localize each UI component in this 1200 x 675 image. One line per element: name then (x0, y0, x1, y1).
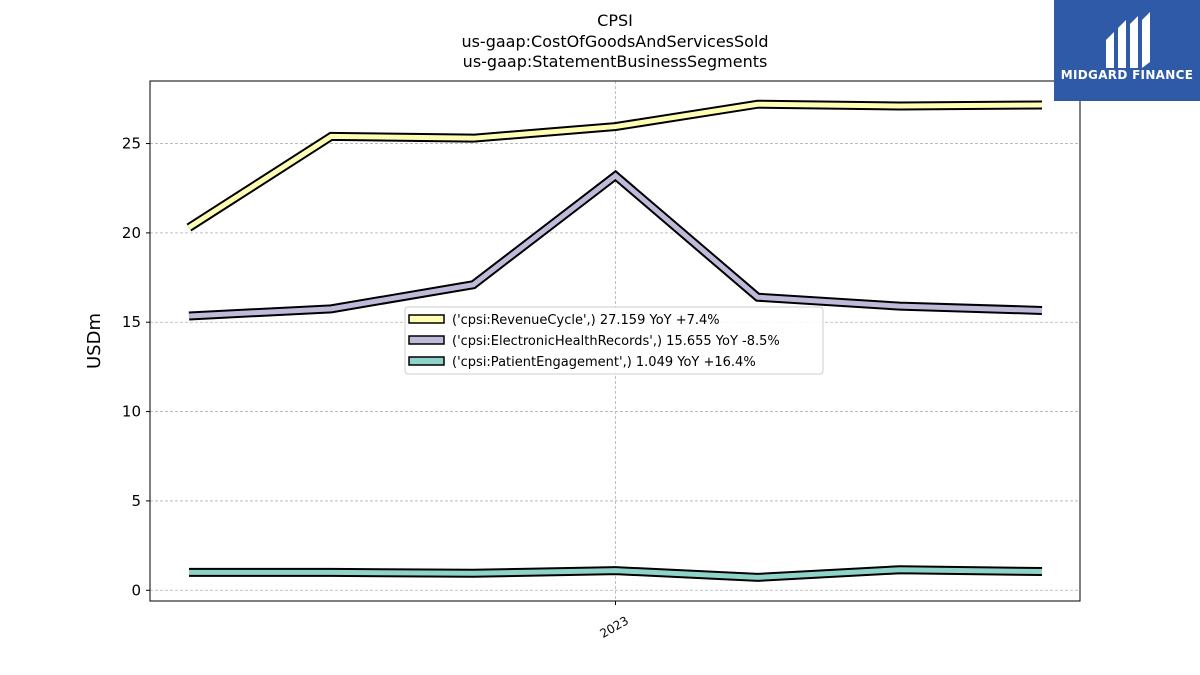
legend-entry-label: ('cpsi:ElectronicHealthRecords',) 15.655… (452, 334, 780, 349)
legend-swatch (408, 335, 445, 345)
series-outline-0 (186, 99, 1043, 232)
legend-swatch (408, 356, 445, 366)
legend-entry-label: ('cpsi:RevenueCycle',) 27.159 YoY +7.4% (452, 313, 720, 328)
legend: ('cpsi:RevenueCycle',) 27.159 YoY +7.4% (… (404, 306, 824, 375)
x-tick-label: 2023 (598, 613, 631, 640)
y-axis-label: USDm (84, 313, 105, 369)
y-tick-label: 10 (122, 403, 141, 421)
y-tick-label: 20 (122, 224, 141, 242)
logo-mark-icon (1106, 12, 1150, 68)
legend-entry-label: ('cpsi:PatientEngagement',) 1.049 YoY +1… (452, 355, 756, 370)
series-line-0 (187, 101, 1043, 230)
chart-title-line-2: us-gaap:CostOfGoodsAndServicesSold (461, 32, 769, 51)
chart-title-line-1: CPSI (597, 11, 633, 30)
logo-text: MIDGARD FINANCE (1060, 68, 1194, 82)
series-line-1 (188, 172, 1043, 319)
chart-title-line-3: us-gaap:StatementBusinessSegments (462, 52, 768, 71)
legend-swatch (408, 314, 445, 324)
y-tick-label: 25 (122, 135, 141, 153)
y-tick-label: 15 (122, 313, 141, 331)
y-tick-label: 5 (131, 492, 141, 510)
legend-box (404, 306, 824, 375)
brand-logo: MIDGARD FINANCE (1054, 0, 1200, 101)
y-tick-label: 0 (131, 581, 141, 599)
series-line-2 (189, 567, 1043, 580)
